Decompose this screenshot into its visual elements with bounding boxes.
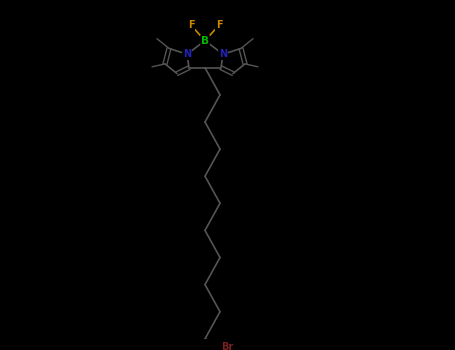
Text: Br: Br — [221, 342, 233, 350]
Text: F: F — [187, 20, 194, 30]
Text: N: N — [183, 49, 191, 59]
Text: B: B — [201, 36, 209, 46]
Text: F: F — [216, 20, 222, 30]
Text: N: N — [219, 49, 227, 59]
